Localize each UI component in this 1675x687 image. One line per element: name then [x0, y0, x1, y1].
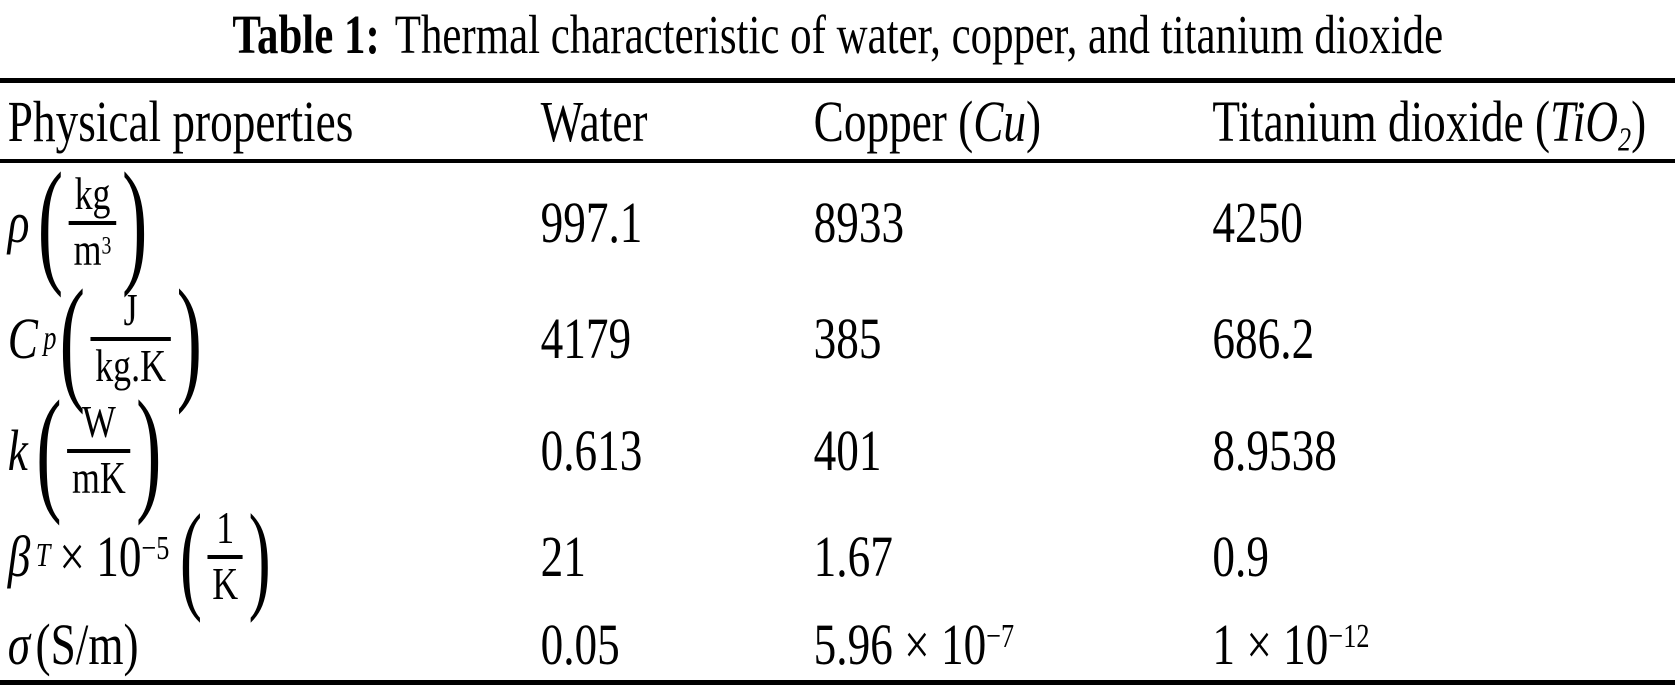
header-copper-close: )	[1026, 88, 1042, 154]
beta-symbol: β	[7, 523, 31, 589]
density-unit-numerator: kg	[68, 170, 117, 225]
cell-electrical-conductivity-titanium: 1 × 10−12	[1205, 611, 1675, 678]
thermal-expansion-unit-numerator: 1	[207, 504, 243, 559]
thermal-expansion-unit-denominator: K	[212, 557, 239, 609]
header-physical-properties: Physical properties	[7, 88, 354, 154]
cell-specific-heat-water: 4179	[540, 306, 632, 371]
cell-thermal-expansion-copper: 1.67	[813, 523, 893, 589]
cell-thermal-conductivity-water: 0.613	[540, 417, 643, 483]
cell-thermal-conductivity-titanium: 8.9538	[1212, 417, 1337, 483]
electrical-conductivity-math-label: σ (S/m)	[8, 611, 139, 678]
table-row-electrical-conductivity: σ (S/m) 0.05 5.96 × 10−7 1 × 10−12	[0, 608, 1675, 680]
sigma-titanium-base: 1 × 10	[1212, 611, 1329, 677]
thermal-conductivity-unit-denominator: mK	[72, 451, 126, 503]
sigma-symbol: σ	[7, 611, 31, 677]
thermal-conductivity-math-label: k ( W mK )	[7, 373, 162, 527]
cell-electrical-conductivity-water: 0.05	[540, 611, 620, 677]
density-unit-fraction: kg m3	[68, 170, 117, 274]
header-titanium-close: )	[1631, 88, 1647, 154]
factor-exponent: −5	[141, 529, 170, 567]
cell-density-label: ρ ( kg m3 )	[0, 145, 533, 299]
cell-specific-heat-titanium: 686.2	[1212, 306, 1315, 371]
cell-thermal-conductivity-copper: 401	[813, 417, 882, 483]
table-header-row: Physical properties Water Copper (Cu) Ti…	[0, 83, 1675, 163]
density-unit-den-base: m	[73, 223, 102, 275]
cell-thermal-expansion-water: 21	[540, 523, 586, 589]
cell-electrical-conductivity-label: σ (S/m)	[0, 611, 533, 678]
properties-table: Physical properties Water Copper (Cu) Ti…	[0, 78, 1675, 685]
k-symbol: k	[7, 417, 28, 483]
table-caption: Table 1: Thermal characteristic of water,…	[0, 0, 1675, 66]
electrical-conductivity-unit: (S/m)	[35, 611, 139, 677]
cp-symbol: C	[7, 306, 38, 371]
specific-heat-unit-fraction: J kg.K	[90, 286, 171, 391]
cell-thermal-expansion-titanium: 0.9	[1212, 523, 1269, 589]
cell-thermal-conductivity-label: k ( W mK )	[0, 373, 533, 527]
titanium-formula-subscript: 2	[1617, 120, 1632, 158]
table-caption-text: Thermal characteristic of water, copper,…	[394, 4, 1444, 65]
cell-specific-heat-copper: 385	[813, 306, 882, 371]
sigma-titanium-exponent: −12	[1328, 617, 1370, 655]
factor-base: × 10	[59, 523, 142, 589]
density-math-label: ρ ( kg m3 )	[7, 145, 148, 299]
cell-density-copper: 8933	[813, 189, 905, 255]
header-water: Water	[540, 88, 648, 154]
density-unit-denominator: m3	[69, 225, 116, 274]
header-titanium-dioxide: Titanium dioxide (TiO2)	[1205, 88, 1675, 158]
specific-heat-unit-numerator: J	[90, 286, 171, 341]
copper-formula: Cu	[973, 88, 1027, 154]
cell-density-titanium: 4250	[1212, 189, 1303, 255]
density-unit-den-exponent: 3	[101, 231, 112, 260]
thermal-conductivity-unit-numerator: W	[67, 398, 131, 453]
table-row-thermal-conductivity: k ( W mK ) 0.613 401 8.9538	[0, 373, 1675, 527]
sigma-copper-base: 5.96 × 10	[813, 611, 987, 677]
power-of-ten-factor: × 10−5	[59, 523, 169, 590]
specific-heat-unit-denominator: kg.K	[95, 340, 166, 391]
table-caption-label: Table 1:	[232, 4, 380, 65]
thermal-conductivity-unit-fraction: W mK	[67, 398, 131, 503]
thermal-expansion-unit-fraction: 1 K	[207, 504, 243, 609]
cell-density-water: 997.1	[540, 189, 643, 255]
rho-symbol: ρ	[7, 189, 30, 255]
cell-electrical-conductivity-copper: 5.96 × 10−7	[806, 611, 1205, 678]
header-copper: Copper (Cu)	[806, 88, 1205, 155]
sigma-copper-exponent: −7	[986, 617, 1015, 655]
titanium-formula: TiO	[1550, 88, 1618, 154]
header-titanium-text: Titanium dioxide (	[1212, 88, 1551, 154]
header-copper-text: Copper (	[813, 88, 974, 154]
table-row-density: ρ ( kg m3 ) 997.1 8933 4250	[0, 145, 1675, 299]
